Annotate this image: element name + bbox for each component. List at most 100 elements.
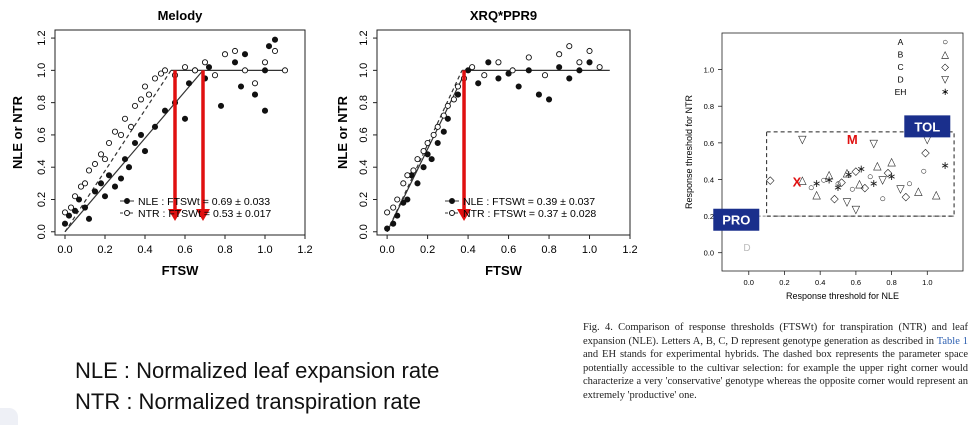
- data-point-nle: [81, 204, 89, 211]
- plot-frame: [376, 29, 631, 236]
- data-point-nle: [475, 80, 482, 87]
- data-point-c: ◇: [837, 176, 846, 188]
- data-point-nle: [111, 183, 119, 190]
- nle-definition: NLE : Normalized leaf expansion rate: [75, 358, 440, 383]
- y-tick-label: 0.8: [36, 95, 48, 110]
- data-point-nle: [394, 212, 401, 219]
- data-point-nle: [545, 96, 553, 103]
- data-point-d: ▽: [896, 184, 905, 196]
- x-tick-label: 0.4: [815, 278, 825, 287]
- data-point-nle: [495, 75, 502, 82]
- x-tick-label: 0.2: [779, 278, 789, 287]
- data-point-ntr: [410, 167, 417, 174]
- data-point-ntr: [157, 70, 165, 77]
- data-point-c: ◇: [861, 182, 870, 194]
- x-tick-label: 1.2: [297, 244, 312, 256]
- y-tick-label: 1.0: [358, 63, 370, 78]
- data-point-ntr: [91, 160, 99, 168]
- data-point-ntr: [576, 59, 583, 66]
- data-point-eh: ∗: [869, 178, 878, 190]
- data-point-nle: [75, 196, 83, 203]
- y-tick-label: 0.6: [358, 127, 370, 142]
- selection-dashed-box: [766, 131, 955, 217]
- data-point-nle: [117, 175, 125, 182]
- data-point-nle: [440, 128, 447, 135]
- data-point-d: ▽: [798, 134, 807, 146]
- caption-part1: Fig. 4. Comparison of response threshold…: [583, 322, 968, 347]
- data-point-nle: [515, 83, 522, 90]
- y-axis-label: NLE or NTR: [10, 95, 25, 169]
- data-point-nle: [535, 91, 542, 98]
- data-point-ntr: [231, 47, 239, 55]
- y-tick-label: 0.0: [704, 249, 714, 258]
- data-point-d: ▽: [843, 196, 852, 208]
- y-tick-label: 0.0: [358, 224, 370, 239]
- data-point-a: ○: [808, 182, 815, 194]
- data-point-ntr: [111, 128, 119, 135]
- legend-entry: NTR : FTSWt = 0.53 ± 0.017: [138, 208, 271, 220]
- x-tick-label: 0.8: [217, 244, 232, 256]
- y-tick-label: 0.2: [36, 192, 48, 207]
- legend-symbol: ◇: [941, 62, 949, 73]
- data-point-c: ◇: [884, 167, 893, 179]
- data-point-ntr: [384, 209, 391, 216]
- data-point-a: ○: [879, 193, 886, 205]
- data-point-ntr: [71, 193, 79, 200]
- data-point-nle: [241, 51, 249, 58]
- data-point-nle: [185, 80, 193, 87]
- data-point-ntr: [181, 64, 189, 71]
- data-point-nle: [61, 220, 69, 227]
- data-point-a: ○: [920, 165, 927, 177]
- data-point-ntr: [454, 83, 462, 90]
- data-point-nle: [231, 59, 239, 66]
- x-tick-label: 0.6: [177, 244, 192, 256]
- data-point-nle: [131, 139, 139, 147]
- data-point-ntr: [281, 67, 289, 74]
- legend-entry: NLE : FTSWt = 0.39 ± 0.037: [463, 196, 595, 208]
- label-text-tol: TOL: [914, 119, 940, 134]
- fit-line-ntr: [386, 70, 463, 233]
- data-point-ntr: [420, 148, 427, 155]
- data-point-ntr: [121, 115, 129, 122]
- data-point-b: △: [887, 156, 896, 168]
- y-tick-label: 1.0: [704, 66, 714, 75]
- data-point-ntr: [586, 47, 593, 55]
- data-point-nle: [97, 180, 105, 187]
- faded-label: D: [743, 243, 750, 254]
- y-tick-label: 0.4: [704, 175, 714, 184]
- data-point-eh: ∗: [812, 178, 821, 190]
- response-threshold-chart-svg: 0.0 0.2 0.4 0.6 0.8 1.0 0.0 0.2 0.4 0.6 0.8 1.0 Resp…: [684, 32, 964, 301]
- data-point-ntr: [394, 196, 401, 203]
- data-point-b: △: [798, 174, 807, 186]
- data-point-ntr: [509, 67, 516, 74]
- data-point-nle: [444, 115, 451, 122]
- data-point-eh: ∗: [887, 171, 896, 183]
- data-point-d: ▽: [878, 174, 887, 186]
- data-point-nle: [261, 67, 269, 74]
- data-point-nle: [91, 188, 99, 195]
- legend-entry: NLE : FTSWt = 0.69 ± 0.033: [138, 196, 270, 208]
- x-tick-label: 0.6: [501, 244, 516, 256]
- data-point-b: △: [812, 189, 821, 201]
- data-point-ntr: [251, 80, 259, 87]
- data-point-ntr: [400, 180, 407, 187]
- data-point-ntr: [101, 156, 109, 163]
- data-point-ntr: [444, 102, 451, 109]
- data-point-ntr: [404, 172, 411, 179]
- chart-title: Melody: [158, 8, 204, 23]
- x-tick-label: 0.8: [886, 278, 896, 287]
- melody-chart: Melody 0.0 0.2 0.4 0.6 0.8 1.0 1.2 0.0 0.2 0.4 0.6 0…: [0, 0, 320, 300]
- x-tick-label: 0.2: [97, 244, 112, 256]
- data-point-b: △: [932, 189, 941, 201]
- fit-line-nle: [64, 69, 204, 233]
- data-point-nle: [434, 139, 441, 147]
- data-point-ntr: [241, 67, 249, 74]
- data-point-ntr: [596, 64, 603, 71]
- data-point-nle: [384, 225, 391, 232]
- data-point-a: ○: [867, 171, 874, 183]
- caption-table-link[interactable]: Table 1: [936, 335, 968, 347]
- threshold-arrow-head: [196, 209, 210, 221]
- data-point-ntr: [481, 72, 488, 79]
- data-point-b: △: [855, 178, 864, 190]
- chart-title: XRQ*PPR9: [470, 8, 537, 23]
